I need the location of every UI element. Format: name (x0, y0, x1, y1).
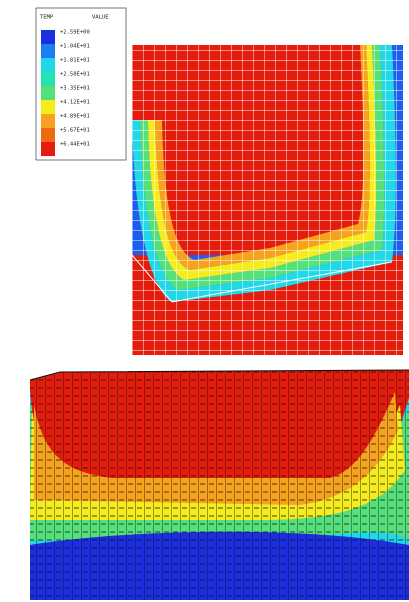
legend-swatch (41, 100, 55, 114)
legend-label: +2.58E+01 (60, 72, 90, 78)
legend-label: +5.67E+01 (60, 128, 90, 134)
legend-label: +1.81E+01 (60, 58, 90, 64)
legend-swatch (41, 72, 55, 86)
mesh (132, 45, 403, 355)
legend-header: VALUE (92, 15, 109, 21)
legend-swatch (41, 128, 55, 142)
legend-swatch (41, 30, 55, 44)
figure: TEMP VALUE +2.59E+00 +1.04E+01 +1.81E+01 +2… (0, 0, 409, 602)
legend-label: +1.04E+01 (60, 44, 90, 50)
legend-label: +4.12E+01 (60, 100, 90, 106)
legend-label: +2.59E+00 (60, 30, 90, 36)
legend: TEMP VALUE +2.59E+00 +1.04E+01 +1.81E+01 +2… (36, 8, 126, 160)
legend-label: +6.44E+01 (60, 142, 90, 148)
mesh (30, 370, 409, 600)
legend-swatch (41, 44, 55, 58)
legend-swatch (41, 142, 55, 156)
legend-header: TEMP (40, 15, 54, 21)
legend-label: +3.35E+01 (60, 86, 90, 92)
contour-2d (132, 45, 403, 355)
legend-swatch (41, 114, 55, 128)
contour-3d (30, 370, 409, 600)
legend-swatch (41, 86, 55, 100)
legend-label: +4.89E+01 (60, 114, 90, 120)
legend-swatch (41, 58, 55, 72)
